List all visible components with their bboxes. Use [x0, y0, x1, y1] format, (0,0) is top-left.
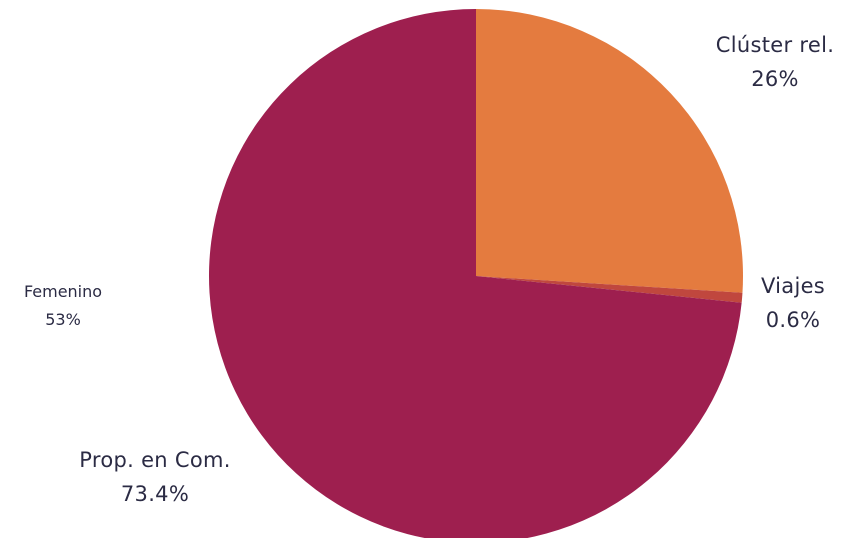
slice-label-propiedad-value: 73.4%	[120, 482, 190, 506]
slice-label-cluster: Clúster rel. 26%	[716, 28, 834, 96]
pie-slices	[209, 9, 743, 538]
pie-slice-viajes	[476, 276, 743, 303]
slice-label-propiedad-name: Prop. en Com.	[79, 448, 231, 472]
annotation-femenino: Femenino 53%	[24, 278, 102, 334]
annotation-femenino-name: Femenino	[23, 282, 103, 301]
slice-label-viajes: Viajes 0.6%	[761, 269, 825, 337]
slice-label-propiedad: Prop. en Com. 73.4%	[79, 443, 230, 511]
pie-slice-prop-en-com	[209, 9, 742, 538]
slice-label-cluster-value: 26%	[751, 67, 799, 91]
pie-slice-cl-ster-rel	[476, 9, 743, 293]
slice-label-viajes-name: Viajes	[760, 274, 826, 298]
annotation-femenino-value: 53%	[45, 310, 81, 329]
slice-label-cluster-name: Clúster rel.	[715, 33, 835, 57]
slice-label-viajes-value: 0.6%	[765, 308, 821, 332]
